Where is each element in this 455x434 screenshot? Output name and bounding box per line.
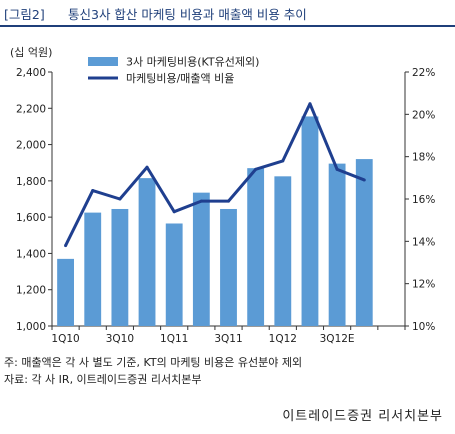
line-point [362,178,366,182]
y-axis-unit-label: (십 억원) [10,46,52,59]
y-left-tick-label: 1,800 [16,176,46,188]
marketing-cost-chart: (십 억원) 1,000 1,200 1,400 1,600 1,800 2,000 2,2… [10,46,435,345]
x-tick-label: 3Q11 [214,333,242,345]
y-right-tick-label: 16% [412,194,435,206]
figure-label: [그림2] [4,7,45,22]
note-data-source: 자료: 각 사 IR, 이트레이드증권 리서치본부 [4,373,202,386]
figure-header: [그림2] 통신3사 합산 마케팅 비용과 매출액 비용 추이 [0,0,455,27]
bar [165,223,183,326]
y-right-tick-label: 12% [412,279,435,291]
bar [328,163,346,326]
y-left-tick-label: 2,200 [16,103,46,115]
y-left-tick-label: 1,000 [16,321,46,333]
bar [274,176,292,326]
bar [301,116,319,326]
line-point [172,210,176,214]
x-tick-label: 3Q10 [106,333,134,345]
y-left-tick-label: 1,400 [16,248,46,260]
x-tick-label: 1Q10 [51,333,79,345]
chart-axes: 1,000 1,200 1,400 1,600 1,800 2,000 2,200 2,400… [16,67,435,345]
footer-source: 이트레이드증권 리서치본부 [282,409,443,424]
bar [57,258,74,326]
y-right-tick-label: 20% [412,109,435,121]
line-point [308,102,312,106]
note-sales-basis: 주: 매출액은 각 사 별도 기준, KT의 마케팅 비용은 유선분야 제외 [4,356,303,369]
bar [84,212,102,326]
line-point [118,197,122,201]
line-point [64,244,68,248]
bar [111,208,129,326]
y-left-tick-label: 1,600 [16,212,46,224]
x-tick-label: 1Q11 [160,333,188,345]
line-point [227,199,230,203]
x-tick-label: 1Q12 [269,333,297,345]
figure-title: 통신3사 합산 마케팅 비용과 매출액 비용 추이 [68,7,307,22]
y-left-tick-label: 2,000 [16,140,46,152]
bar [355,159,373,326]
legend-bar-swatch [88,57,118,66]
y-right-tick-label: 14% [412,236,435,248]
bar [192,192,210,326]
x-tick-label: 3Q12E [320,333,355,345]
line-point [335,167,339,171]
ratio-line [64,102,365,247]
y-left-tick-label: 1,200 [16,285,46,297]
chart-legend: 3사 마케팅비용(KT유선제외) 마케팅비용/매출액 비율 [88,56,259,85]
legend-line-label: 마케팅비용/매출액 비율 [126,72,234,85]
line-point [281,159,285,163]
bar [247,168,265,326]
header-divider [0,25,455,27]
bar [138,178,156,326]
y-right-tick-label: 22% [412,67,435,79]
line-point [199,199,203,203]
line-point [145,165,149,169]
y-right-tick-label: 10% [412,321,435,333]
y-left-tick-label: 2,400 [16,67,46,79]
line-point [254,167,258,171]
bar [220,208,237,326]
y-right-tick-label: 18% [412,152,435,164]
legend-bar-label: 3사 마케팅비용(KT유선제외) [126,56,259,69]
line-point [91,189,95,193]
bar-series [57,116,373,326]
line-series [64,102,366,248]
